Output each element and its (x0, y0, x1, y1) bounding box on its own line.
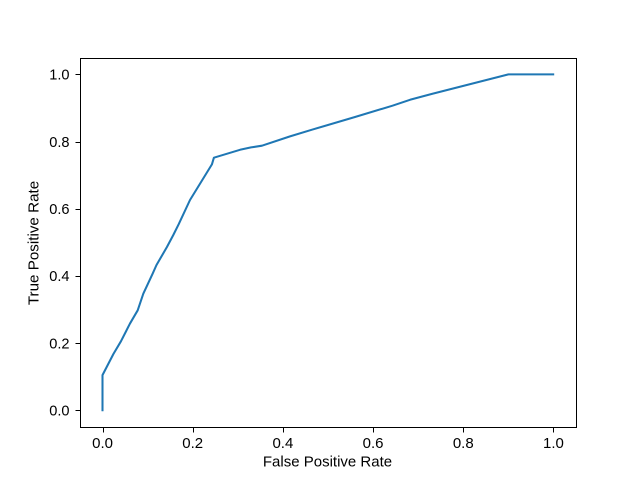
svg-text:0.6: 0.6 (49, 202, 69, 218)
svg-text:0.8: 0.8 (49, 135, 69, 151)
svg-text:0.6: 0.6 (363, 435, 384, 452)
svg-text:False Positive Rate: False Positive Rate (263, 454, 392, 471)
svg-text:0.2: 0.2 (182, 435, 203, 452)
svg-text:0.2: 0.2 (49, 336, 69, 352)
svg-text:0.4: 0.4 (272, 435, 293, 452)
svg-text:0.0: 0.0 (49, 404, 69, 420)
svg-text:1.0: 1.0 (543, 435, 564, 452)
svg-text:0.8: 0.8 (453, 435, 474, 452)
svg-text:0.0: 0.0 (92, 435, 113, 452)
svg-text:True Positive Rate: True Positive Rate (26, 181, 43, 305)
svg-text:0.4: 0.4 (49, 269, 69, 285)
svg-text:1.0: 1.0 (49, 68, 69, 84)
